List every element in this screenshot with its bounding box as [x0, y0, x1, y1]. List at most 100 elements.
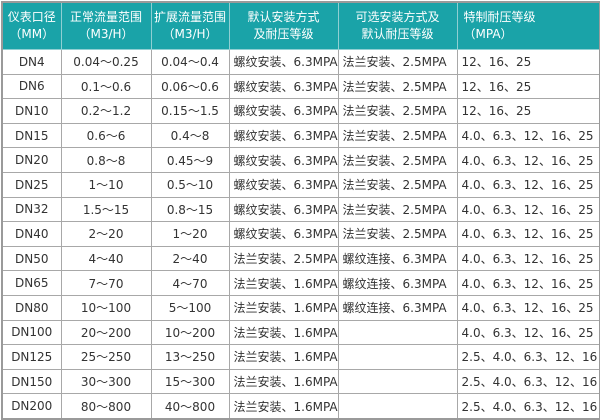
- cell-special-pressure: 4.0、6.3、12、16、25: [456, 221, 600, 247]
- header-line: 及耐压等级: [253, 27, 314, 41]
- cell-normal-flow: 0.8～8: [60, 147, 152, 173]
- cell-normal-flow: 25～250: [60, 344, 152, 370]
- header-line: 可选安装方式及: [355, 10, 440, 24]
- cell-special-pressure: 12、16、25: [456, 98, 600, 124]
- cell-special-pressure: 4.0、6.3、12、16、25: [456, 147, 600, 173]
- cell-default-install: 螺纹安装、6.3MPA: [228, 171, 339, 198]
- cell-special-pressure: 4.0、6.3、12、16、25: [456, 319, 600, 346]
- table-row: DN40 2～20 1～20 螺纹安装、6.3MPA 法兰安装、2.5MPA 4.0、6.…: [1, 221, 600, 247]
- cell-optional-install: 螺纹连接、6.3MPA: [337, 245, 458, 272]
- cell-diameter: DN40: [1, 221, 62, 247]
- cell-diameter: DN4: [1, 49, 62, 75]
- table-row: DN4 0.04～0.25 0.04～0.4 螺纹安装、6.3MPA 法兰安装、2.5M…: [1, 49, 600, 75]
- cell-diameter: DN50: [1, 245, 62, 272]
- header-line: （M3/H）: [162, 27, 218, 41]
- cell-extended-flow: 1～20: [150, 221, 230, 247]
- cell-normal-flow: 7～70: [60, 270, 152, 296]
- table-row: DN150 30～300 15～300 法兰安装、1.6MPA 2.5、4.0、6.3、…: [1, 368, 600, 395]
- cell-normal-flow: 20～200: [60, 319, 152, 346]
- cell-default-install: 螺纹安装、6.3MPA: [228, 73, 339, 100]
- cell-optional-install: 法兰安装、2.5MPA: [337, 98, 458, 124]
- cell-default-install: 法兰安装、2.5MPA: [228, 245, 339, 272]
- cell-extended-flow: 15～300: [150, 368, 230, 395]
- cell-normal-flow: 0.2～1.2: [60, 98, 152, 124]
- header-line: （M3/H）: [78, 27, 134, 41]
- cell-default-install: 法兰安装、1.6MPA: [228, 368, 339, 395]
- table-row: DN100 20～200 10～200 法兰安装、1.6MPA 4.0、6.3、12、1…: [1, 319, 600, 346]
- cell-optional-install: 法兰安装、2.5MPA: [337, 221, 458, 247]
- header-line: 默认安装方式: [247, 10, 320, 24]
- cell-optional-install: 法兰安装、2.5MPA: [337, 171, 458, 198]
- cell-default-install: 螺纹安装、6.3MPA: [228, 98, 339, 124]
- header-line: 扩展流量范围: [153, 10, 226, 24]
- cell-normal-flow: 1～10: [60, 171, 152, 198]
- cell-diameter: DN80: [1, 294, 62, 321]
- header-optional-install: 可选安装方式及 默认耐压等级: [337, 1, 458, 50]
- cell-special-pressure: 12、16、25: [456, 73, 600, 100]
- cell-extended-flow: 40～800: [150, 393, 230, 420]
- cell-extended-flow: 0.4～8: [150, 122, 230, 149]
- cell-diameter: DN6: [1, 73, 62, 100]
- cell-extended-flow: 0.8～15: [150, 196, 230, 223]
- cell-diameter: DN150: [1, 368, 62, 395]
- cell-diameter: DN15: [1, 122, 62, 149]
- cell-special-pressure: 4.0、6.3、12、16、25: [456, 270, 600, 296]
- cell-extended-flow: 0.06～0.6: [150, 73, 230, 100]
- table-row: DN20 0.8～8 0.45～9 螺纹安装、6.3MPA 法兰安装、2.5MPA 4.0…: [1, 147, 600, 173]
- cell-optional-install: 法兰安装、2.5MPA: [337, 196, 458, 223]
- header-line: 正常流量范围: [69, 10, 142, 24]
- cell-optional-install: [337, 368, 458, 395]
- header-line: 默认耐压等级: [361, 27, 434, 41]
- cell-special-pressure: 2.5、4.0、6.3、12、16: [456, 368, 600, 395]
- table-row: DN25 1～10 0.5～10 螺纹安装、6.3MPA 法兰安装、2.5MPA 4.0、…: [1, 171, 600, 198]
- cell-extended-flow: 2～40: [150, 245, 230, 272]
- header-default-install: 默认安装方式 及耐压等级: [228, 1, 339, 50]
- cell-special-pressure: 4.0、6.3、12、16、25: [456, 245, 600, 272]
- cell-extended-flow: 0.45～9: [150, 147, 230, 173]
- header-line: （MPA）: [463, 27, 513, 41]
- cell-extended-flow: 10～200: [150, 319, 230, 346]
- cell-optional-install: 法兰安装、2.5MPA: [337, 49, 458, 75]
- cell-default-install: 法兰安装、1.6MPA: [228, 393, 339, 420]
- cell-optional-install: 法兰安装、2.5MPA: [337, 73, 458, 100]
- cell-special-pressure: 12、16、25: [456, 49, 600, 75]
- cell-extended-flow: 0.5～10: [150, 171, 230, 198]
- cell-optional-install: 螺纹连接、6.3MPA: [337, 270, 458, 296]
- cell-normal-flow: 4～40: [60, 245, 152, 272]
- cell-normal-flow: 1.5～15: [60, 196, 152, 223]
- cell-diameter: DN10: [1, 98, 62, 124]
- cell-normal-flow: 30～300: [60, 368, 152, 395]
- cell-diameter: DN200: [1, 393, 62, 420]
- cell-normal-flow: 0.1～0.6: [60, 73, 152, 100]
- cell-optional-install: 法兰安装、2.5MPA: [337, 147, 458, 173]
- cell-diameter: DN100: [1, 319, 62, 346]
- cell-diameter: DN65: [1, 270, 62, 296]
- cell-special-pressure: 4.0、6.3、12、16、25: [456, 122, 600, 149]
- table-row: DN6 0.1～0.6 0.06～0.6 螺纹安装、6.3MPA 法兰安装、2.5MPA…: [1, 73, 600, 100]
- table-row: DN10 0.2～1.2 0.15～1.5 螺纹安装、6.3MPA 法兰安装、2.5MP…: [1, 98, 600, 124]
- table-row: DN80 10～100 5～100 法兰安装、1.6MPA 螺纹连接、6.3MPA 4.0…: [1, 294, 600, 321]
- cell-diameter: DN25: [1, 171, 62, 198]
- table-row: DN65 7～70 4～70 法兰安装、1.6MPA 螺纹连接、6.3MPA 4.0、6.…: [1, 270, 600, 296]
- cell-optional-install: [337, 393, 458, 420]
- cell-normal-flow: 10～100: [60, 294, 152, 321]
- cell-special-pressure: 4.0、6.3、12、16、25: [456, 196, 600, 223]
- header-special-pressure: 特制耐压等级 （MPA）: [456, 1, 600, 50]
- header-diameter: 仪表口径 （MM）: [1, 1, 62, 50]
- cell-optional-install: [337, 319, 458, 346]
- cell-optional-install: 法兰安装、2.5MPA: [337, 122, 458, 149]
- cell-special-pressure: 4.0、6.3、12、16、25: [456, 171, 600, 198]
- cell-extended-flow: 13～250: [150, 344, 230, 370]
- header-normal-flow: 正常流量范围 （M3/H）: [60, 1, 152, 50]
- cell-default-install: 法兰安装、1.6MPA: [228, 344, 339, 370]
- cell-extended-flow: 5～100: [150, 294, 230, 321]
- cell-normal-flow: 2～20: [60, 221, 152, 247]
- header-row: 仪表口径 （MM） 正常流量范围 （M3/H） 扩展流量范围 （M3/H） 默认安装方式 及耐…: [1, 1, 600, 50]
- table-row: DN50 4～40 2～40 法兰安装、2.5MPA 螺纹连接、6.3MPA 4.0、6.…: [1, 245, 600, 272]
- cell-normal-flow: 80～800: [60, 393, 152, 420]
- cell-default-install: 法兰安装、1.6MPA: [228, 294, 339, 321]
- cell-diameter: DN32: [1, 196, 62, 223]
- cell-default-install: 螺纹安装、6.3MPA: [228, 196, 339, 223]
- cell-extended-flow: 0.15～1.5: [150, 98, 230, 124]
